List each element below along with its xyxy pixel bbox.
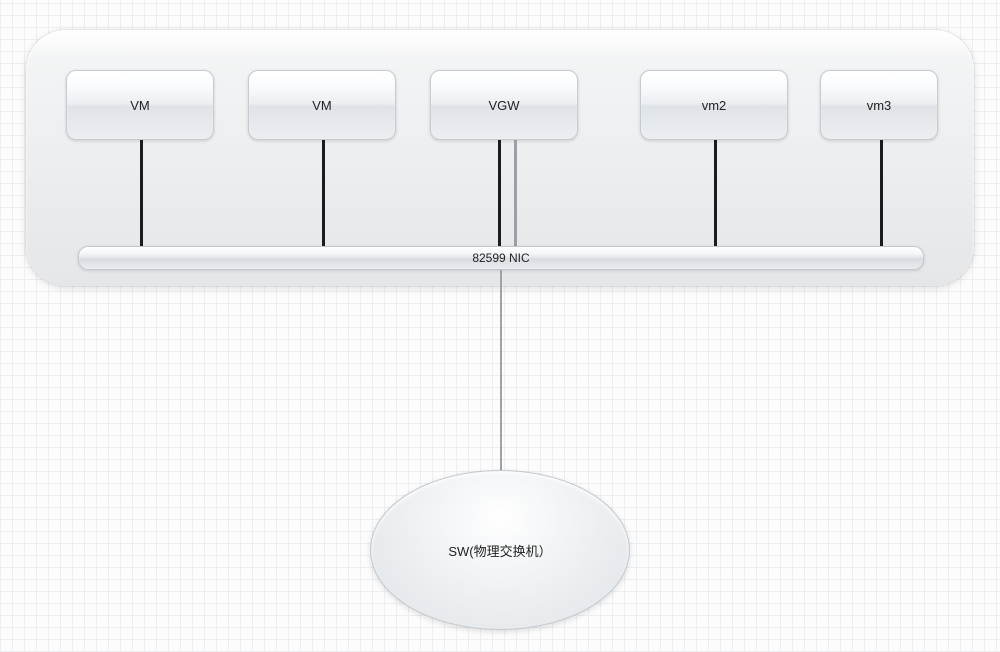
nic-label: 82599 NIC [472, 251, 529, 265]
nic-bar: 82599 NIC [78, 246, 924, 270]
vm-label: vm2 [702, 98, 727, 113]
vm-box-vm3: vm3 [820, 70, 938, 140]
connector-vm-b [322, 140, 325, 246]
vm-label: vm3 [867, 98, 892, 113]
connector-vm-a [140, 140, 143, 246]
vm-label: VGW [488, 98, 519, 113]
switch-ellipse: SW(物理交换机） [370, 470, 630, 630]
connector-vgw-1 [498, 140, 501, 246]
vm-label: VM [130, 98, 150, 113]
connector-vm3 [880, 140, 883, 246]
connector-vm2 [714, 140, 717, 246]
switch-label: SW(物理交换机） [448, 541, 551, 560]
vm-box-vm-a: VM [66, 70, 214, 140]
vm-box-vgw: VGW [430, 70, 578, 140]
connector-vgw-2 [514, 140, 517, 246]
wire-nic-to-switch [500, 270, 502, 472]
diagram-canvas: VM VM VGW vm2 vm3 82599 NIC SW(物理交换机） [0, 0, 1000, 652]
vm-box-vm-b: VM [248, 70, 396, 140]
vm-label: VM [312, 98, 332, 113]
vm-box-vm2: vm2 [640, 70, 788, 140]
